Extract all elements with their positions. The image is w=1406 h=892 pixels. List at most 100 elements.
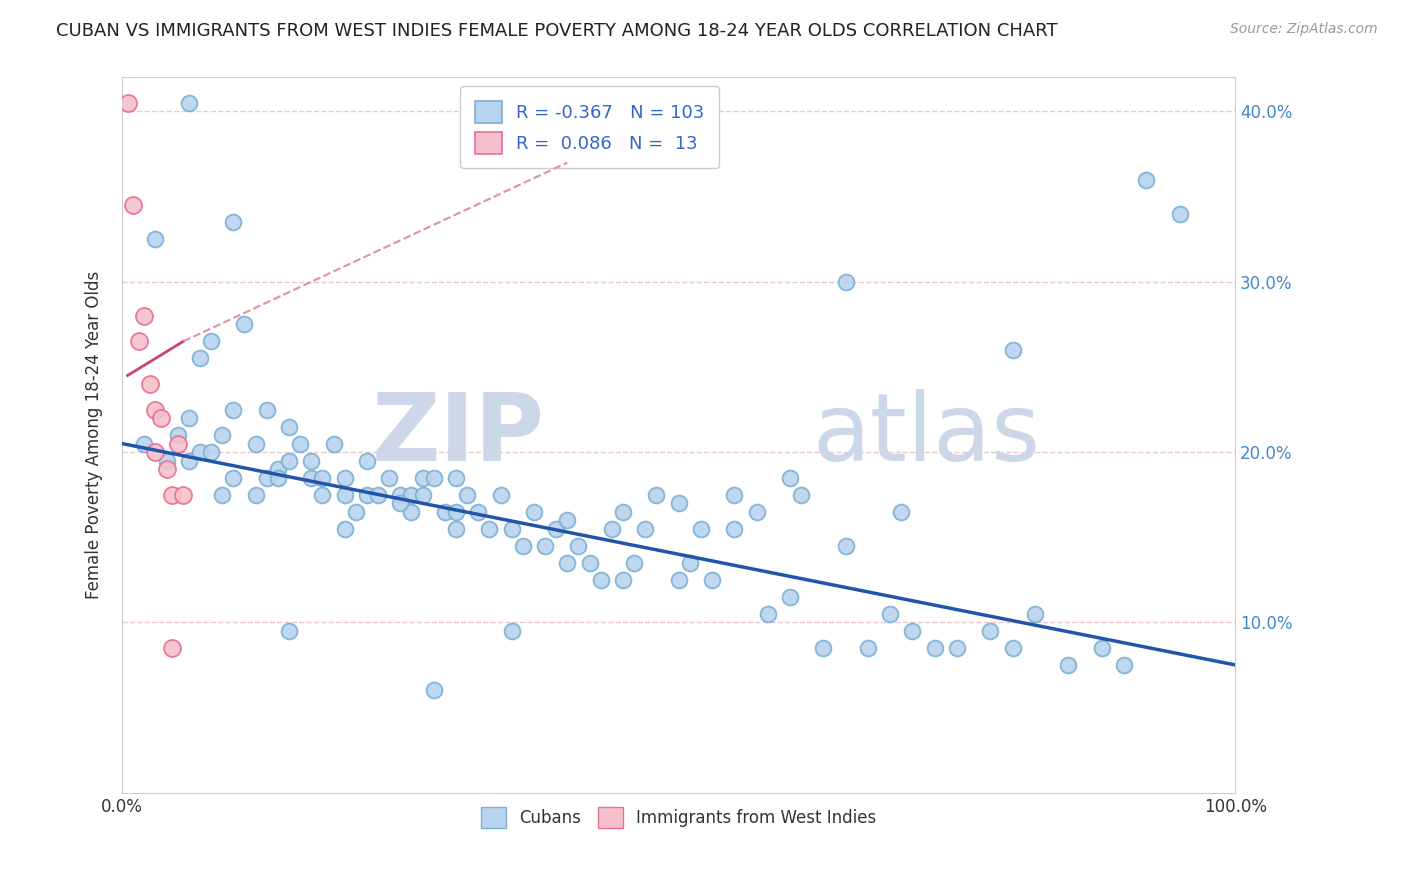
Point: [790, 488, 813, 502]
Y-axis label: Female Poverty Among 18-24 Year Olds: Female Poverty Among 18-24 Year Olds: [86, 271, 103, 599]
Point: [367, 488, 389, 502]
Point: [288, 436, 311, 450]
Point: [546, 522, 568, 536]
Point: [1091, 640, 1114, 655]
Point: [155, 453, 177, 467]
Point: [299, 470, 322, 484]
Point: [145, 402, 167, 417]
Point: [177, 453, 200, 467]
Point: [1168, 207, 1191, 221]
Point: [412, 488, 434, 502]
Point: [946, 640, 969, 655]
Point: [501, 624, 523, 638]
Point: [211, 488, 233, 502]
Point: [356, 488, 378, 502]
Point: [555, 513, 578, 527]
Point: [478, 522, 501, 536]
Legend: Cubans, Immigrants from West Indies: Cubans, Immigrants from West Indies: [474, 801, 883, 834]
Point: [600, 522, 623, 536]
Point: [122, 198, 145, 212]
Point: [668, 496, 690, 510]
Point: [311, 470, 333, 484]
Text: atlas: atlas: [813, 389, 1040, 481]
Point: [467, 505, 489, 519]
Point: [834, 275, 856, 289]
Point: [389, 496, 412, 510]
Point: [145, 232, 167, 246]
Point: [567, 539, 589, 553]
Point: [211, 428, 233, 442]
Point: [634, 522, 657, 536]
Point: [172, 488, 194, 502]
Point: [322, 436, 344, 450]
Point: [245, 488, 267, 502]
Point: [150, 411, 173, 425]
Point: [422, 683, 444, 698]
Point: [890, 505, 912, 519]
Point: [756, 607, 779, 621]
Point: [723, 522, 745, 536]
Point: [813, 640, 835, 655]
Point: [589, 573, 612, 587]
Point: [134, 309, 156, 323]
Point: [901, 624, 924, 638]
Point: [139, 376, 162, 391]
Point: [160, 488, 183, 502]
Point: [422, 470, 444, 484]
Point: [233, 318, 256, 332]
Point: [401, 488, 423, 502]
Point: [1135, 172, 1157, 186]
Point: [723, 488, 745, 502]
Point: [555, 556, 578, 570]
Point: [267, 470, 290, 484]
Point: [166, 436, 188, 450]
Point: [278, 453, 301, 467]
Point: [166, 428, 188, 442]
Point: [311, 488, 333, 502]
Point: [256, 402, 278, 417]
Point: [444, 505, 467, 519]
Point: [645, 488, 668, 502]
Point: [779, 470, 801, 484]
Point: [177, 411, 200, 425]
Point: [356, 453, 378, 467]
Point: [389, 488, 412, 502]
Point: [299, 453, 322, 467]
Point: [523, 505, 546, 519]
Point: [512, 539, 534, 553]
Point: [256, 470, 278, 484]
Point: [1024, 607, 1046, 621]
Point: [1001, 343, 1024, 357]
Point: [145, 445, 167, 459]
Point: [612, 573, 634, 587]
Point: [412, 470, 434, 484]
Point: [779, 590, 801, 604]
Point: [679, 556, 702, 570]
Point: [160, 640, 183, 655]
Point: [690, 522, 713, 536]
Point: [444, 470, 467, 484]
Point: [344, 505, 367, 519]
Point: [578, 556, 600, 570]
Point: [433, 505, 456, 519]
Point: [856, 640, 879, 655]
Point: [188, 445, 211, 459]
Point: [245, 436, 267, 450]
Text: ZIP: ZIP: [373, 389, 546, 481]
Point: [222, 470, 245, 484]
Point: [834, 539, 856, 553]
Point: [128, 334, 150, 349]
Point: [612, 505, 634, 519]
Point: [278, 419, 301, 434]
Point: [879, 607, 901, 621]
Point: [222, 402, 245, 417]
Point: [333, 522, 356, 536]
Text: Source: ZipAtlas.com: Source: ZipAtlas.com: [1230, 22, 1378, 37]
Point: [534, 539, 557, 553]
Point: [700, 573, 723, 587]
Point: [1001, 640, 1024, 655]
Point: [155, 462, 177, 476]
Point: [200, 445, 222, 459]
Point: [979, 624, 1001, 638]
Point: [177, 95, 200, 110]
